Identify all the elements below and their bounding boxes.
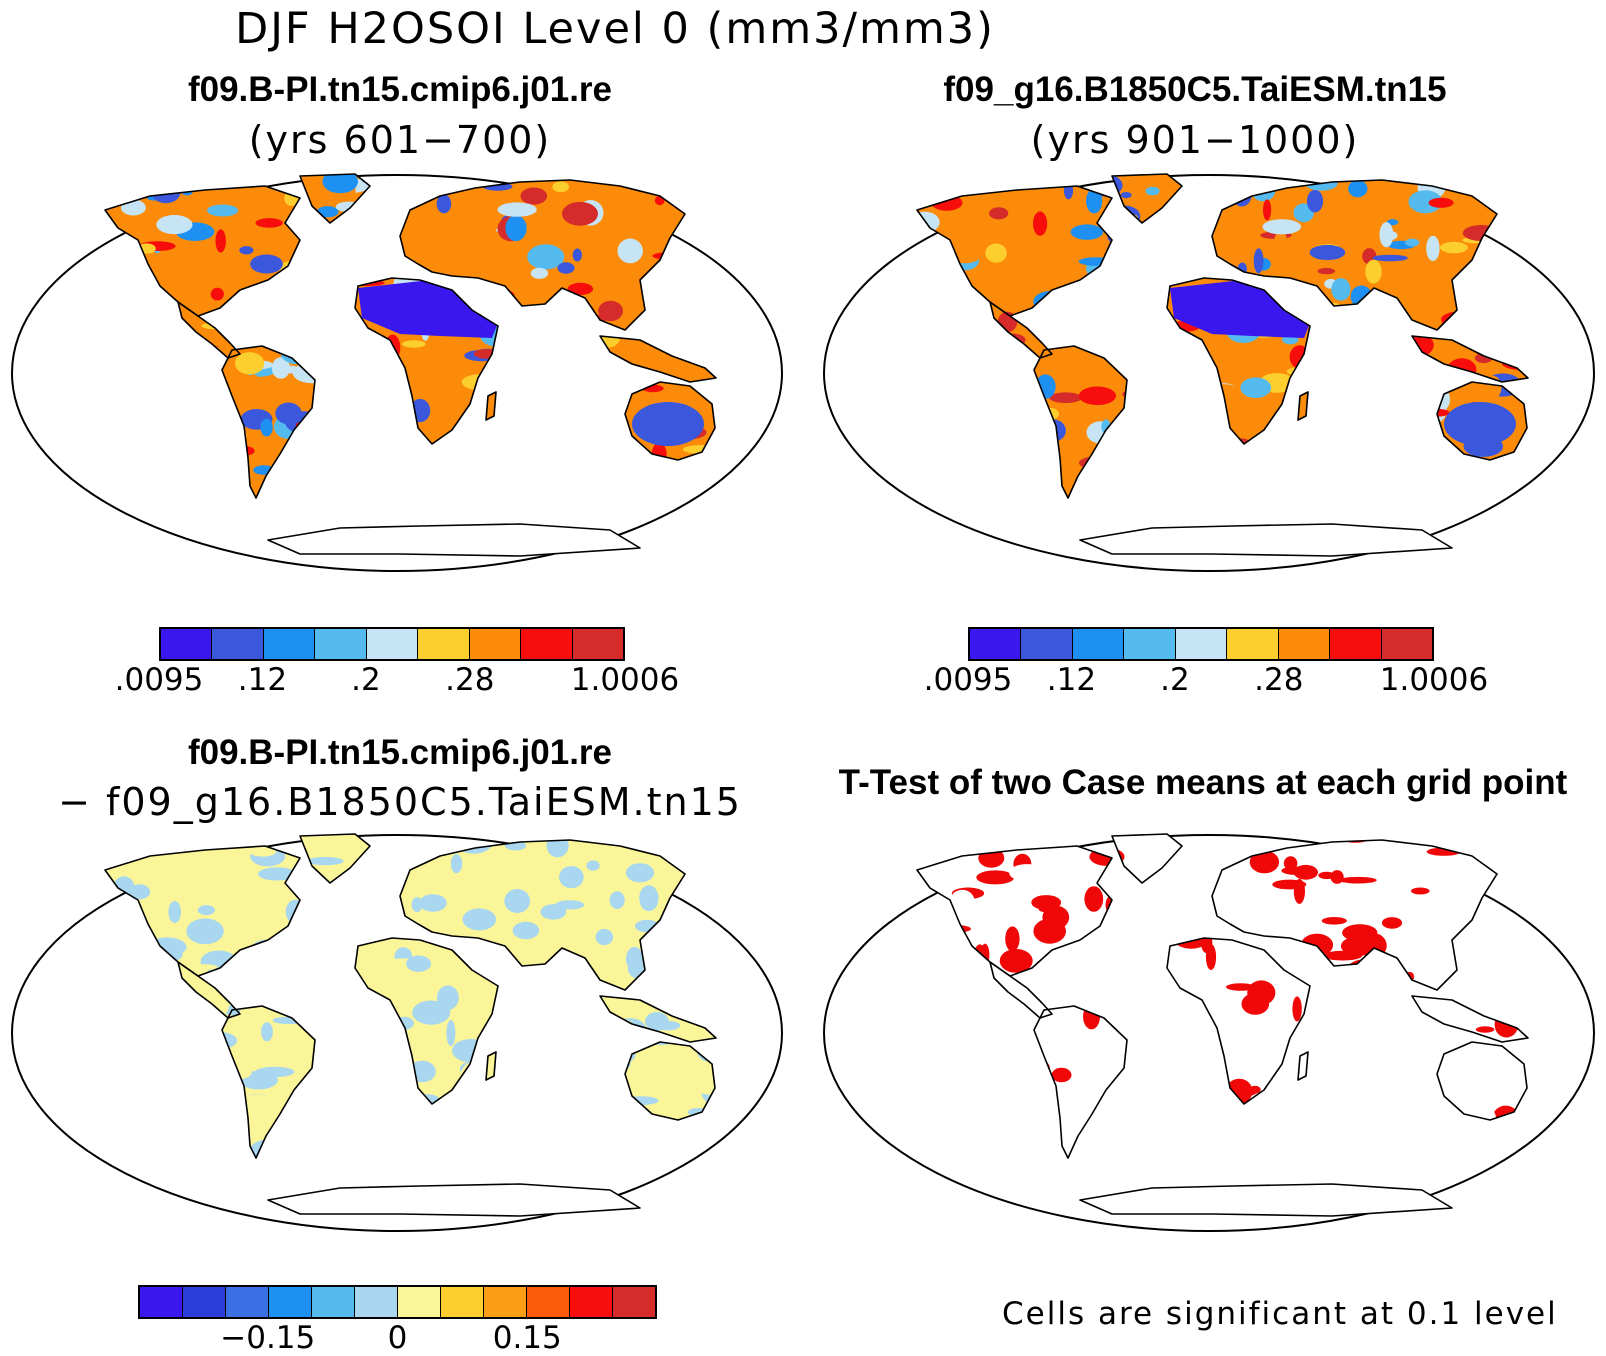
colorbar-1-swatch — [573, 629, 623, 659]
colorbar-2-swatch — [1021, 629, 1072, 659]
colorbar-3-swatch — [570, 1287, 613, 1317]
panel-1-subtitle: (yrs 601−700) — [90, 118, 710, 162]
colorbar-2-swatch — [1227, 629, 1278, 659]
panel-3-subtitle: − f09_g16.B1850C5.TaiESM.tn15 — [20, 780, 780, 824]
colorbar-3-swatch — [226, 1287, 269, 1317]
colorbar-3-swatch — [527, 1287, 570, 1317]
colorbar-1-swatch — [264, 629, 315, 659]
colorbar-3-swatch — [613, 1287, 655, 1317]
colorbar-3-tick-label: −0.15 — [220, 1320, 315, 1356]
colorbar-3-swatch — [355, 1287, 398, 1317]
panel-4-title: T-Test of two Case means at each grid po… — [800, 763, 1606, 803]
colorbar-2-swatch — [1073, 629, 1124, 659]
panel-3-title: f09.B-PI.tn15.cmip6.j01.re — [90, 733, 710, 773]
map-panel-3 — [0, 828, 794, 1238]
colorbar-3-tick-label: 0 — [388, 1320, 408, 1356]
colorbar-2-swatch — [1176, 629, 1227, 659]
colorbar-2-tick-label: .2 — [1160, 662, 1190, 698]
colorbar-3-swatch — [398, 1287, 441, 1317]
colorbar-3-swatch — [312, 1287, 355, 1317]
colorbar-1-swatch — [470, 629, 521, 659]
colorbar-1-swatch — [315, 629, 366, 659]
colorbar-1-swatch — [367, 629, 418, 659]
map-panel-1 — [0, 168, 794, 578]
colorbar-2-tick-label: .28 — [1254, 662, 1303, 698]
colorbar-3-swatch — [484, 1287, 527, 1317]
colorbar-1-tick-label: .0095 — [115, 662, 204, 698]
panel-2-subtitle: (yrs 901−1000) — [870, 118, 1520, 162]
colorbar-2-swatch — [1330, 629, 1381, 659]
colorbar-1-tick-label: 1.0006 — [571, 662, 679, 698]
colorbar-1-swatch — [212, 629, 263, 659]
colorbar-1-swatch — [521, 629, 572, 659]
colorbar-3-swatch — [441, 1287, 484, 1317]
colorbar-1-swatch — [418, 629, 469, 659]
colorbar-2-tick-label: .12 — [1047, 662, 1096, 698]
colorbar-1-swatch — [161, 629, 212, 659]
colorbar-2-tick-label: 1.0006 — [1380, 662, 1488, 698]
map-panel-2 — [812, 168, 1606, 578]
colorbar-2-swatch — [970, 629, 1021, 659]
significance-note: Cells are significant at 0.1 level — [1002, 1296, 1558, 1332]
figure-title: DJF H2OSOI Level 0 (mm3/mm3) — [0, 4, 1230, 54]
colorbar-3 — [138, 1285, 657, 1319]
colorbar-1-tick-label: .12 — [238, 662, 287, 698]
colorbar-2-swatch — [1382, 629, 1432, 659]
colorbar-3-swatch — [269, 1287, 312, 1317]
colorbar-2-tick-label: .0095 — [924, 662, 1013, 698]
colorbar-2 — [968, 627, 1434, 661]
colorbar-3-swatch — [183, 1287, 226, 1317]
colorbar-2-swatch — [1279, 629, 1330, 659]
panel-2-title: f09_g16.B1850C5.TaiESM.tn15 — [870, 70, 1520, 110]
colorbar-3-swatch — [140, 1287, 183, 1317]
colorbar-1-tick-label: .28 — [445, 662, 494, 698]
colorbar-2-swatch — [1124, 629, 1175, 659]
panel-1-title: f09.B-PI.tn15.cmip6.j01.re — [90, 70, 710, 110]
colorbar-1-tick-label: .2 — [351, 662, 381, 698]
colorbar-3-tick-label: 0.15 — [493, 1320, 562, 1356]
map-panel-4 — [812, 828, 1606, 1238]
colorbar-1 — [159, 627, 625, 661]
